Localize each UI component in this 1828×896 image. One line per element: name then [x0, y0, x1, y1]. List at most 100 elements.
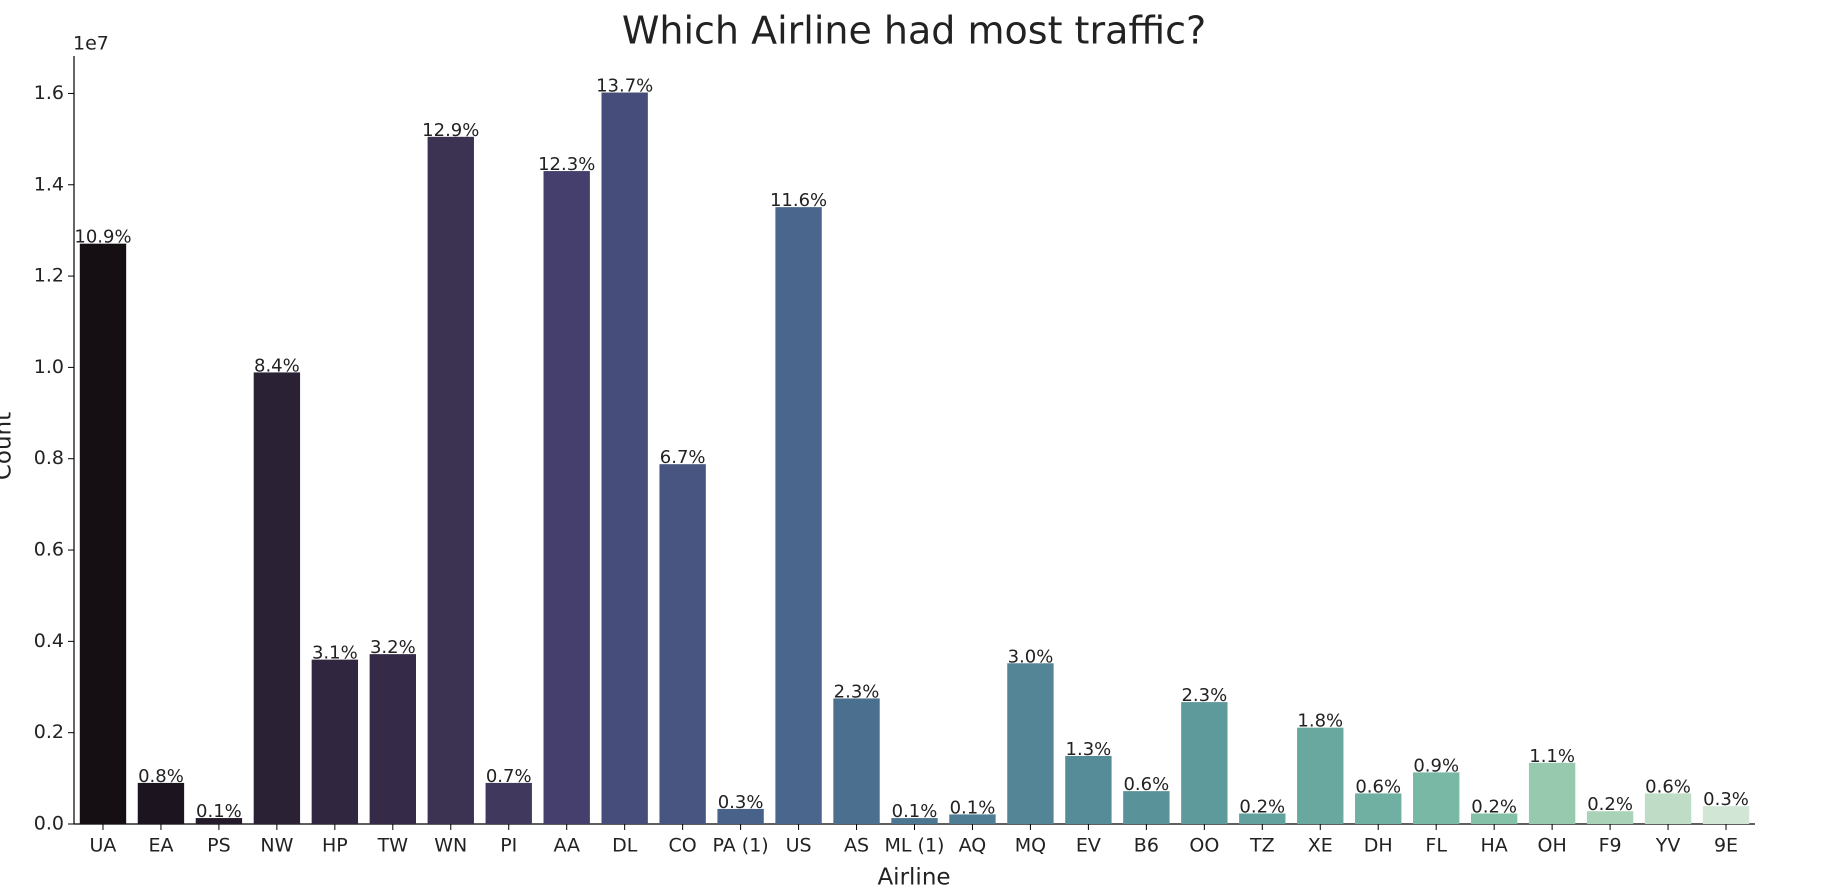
x-tick-label: XE	[1308, 835, 1333, 857]
x-tick-label: HP	[322, 835, 348, 857]
y-offset-label: 1e7	[73, 33, 109, 55]
share-label: 0.2%	[1239, 796, 1285, 817]
share-label: 0.1%	[892, 801, 938, 822]
share-label: 0.7%	[486, 766, 532, 787]
bar	[659, 464, 706, 824]
share-label: 2.3%	[834, 681, 880, 702]
x-tick-label: 9E	[1714, 835, 1738, 857]
share-label: 0.8%	[138, 766, 184, 787]
bar	[79, 243, 127, 825]
bar	[369, 654, 416, 824]
bar	[833, 698, 880, 824]
bar	[1239, 813, 1286, 824]
x-tick-label: HA	[1481, 835, 1508, 857]
share-label: 0.9%	[1413, 755, 1459, 776]
bar	[485, 782, 532, 824]
x-tick-label: ML (1)	[885, 835, 945, 857]
x-tick-label: NW	[260, 835, 293, 857]
x-tick-label: US	[786, 835, 812, 857]
share-label: 1.1%	[1529, 746, 1575, 767]
y-axis-label: Count	[0, 412, 17, 480]
bar	[137, 782, 185, 824]
bar	[1065, 755, 1112, 824]
x-tick-label: MQ	[1015, 835, 1046, 857]
x-tick-label: OO	[1189, 835, 1219, 857]
share-label: 3.1%	[312, 643, 358, 664]
y-tick-label: 0.4	[34, 630, 64, 652]
share-label: 3.0%	[1008, 646, 1054, 667]
share-label: 0.6%	[1355, 776, 1401, 797]
bar	[1181, 702, 1228, 824]
share-label: 11.6%	[770, 190, 827, 211]
x-tick-label: B6	[1134, 835, 1159, 857]
x-tick-label: TW	[377, 835, 409, 857]
y-tick-label: 0.6	[34, 539, 64, 561]
share-label: 1.3%	[1066, 739, 1112, 760]
share-label: 3.2%	[370, 637, 416, 658]
share-label: 0.6%	[1645, 776, 1691, 797]
chart-title: Which Airline had most traffic?	[622, 9, 1206, 53]
x-tick-label: TZ	[1249, 835, 1275, 857]
x-tick-label: AQ	[959, 835, 987, 857]
share-label: 12.9%	[422, 120, 479, 141]
x-axis-label: Airline	[877, 865, 950, 891]
x-tick-label: YV	[1655, 835, 1681, 857]
share-label: 0.1%	[196, 801, 242, 822]
share-label: 10.9%	[74, 227, 131, 248]
bar	[1123, 791, 1170, 824]
y-tick-label: 0.8	[34, 447, 64, 469]
y-tick-label: 0.2	[34, 721, 64, 743]
y-tick-label: 1.2	[34, 265, 64, 287]
bar	[1297, 727, 1344, 824]
x-tick-label: UA	[90, 835, 117, 857]
y-tick-label: 1.0	[34, 356, 64, 378]
y-tick-label: 1.6	[34, 82, 64, 104]
bar	[1586, 811, 1634, 824]
bar	[601, 92, 648, 824]
x-tick-label: DL	[612, 835, 638, 857]
x-tick-label: WN	[434, 835, 467, 857]
x-tick-label: CO	[669, 835, 697, 857]
x-tick-label: FL	[1425, 835, 1447, 857]
share-label: 0.1%	[950, 797, 996, 818]
share-label: 0.2%	[1471, 796, 1517, 817]
x-tick-label: AA	[553, 835, 580, 857]
share-label: 8.4%	[254, 355, 300, 376]
share-label: 0.3%	[1703, 789, 1749, 810]
bar	[1470, 813, 1518, 824]
bar	[717, 808, 764, 824]
x-tick-label: AS	[844, 835, 869, 857]
bar	[1355, 793, 1402, 824]
x-tick-label: EA	[148, 835, 173, 857]
share-label: 0.6%	[1123, 774, 1169, 795]
share-label: 6.7%	[660, 447, 706, 468]
bar	[1702, 806, 1750, 824]
bar	[1644, 793, 1692, 824]
share-label: 2.3%	[1181, 685, 1227, 706]
x-tick-label: EV	[1076, 835, 1101, 857]
bar	[311, 659, 359, 824]
share-label: 0.2%	[1587, 794, 1633, 815]
share-label: 12.3%	[538, 154, 595, 175]
share-label: 0.3%	[718, 792, 764, 813]
y-tick-label: 1.4	[34, 173, 64, 195]
x-tick-label: PS	[207, 835, 231, 857]
x-tick-label: OH	[1537, 835, 1566, 857]
x-tick-label: F9	[1599, 835, 1622, 857]
bar	[1007, 663, 1054, 824]
bar	[1528, 762, 1576, 824]
x-tick-label: PI	[500, 835, 517, 857]
bar	[543, 171, 590, 825]
share-label: 1.8%	[1297, 711, 1343, 732]
x-tick-label: DH	[1364, 835, 1393, 857]
bar	[775, 207, 822, 824]
bar	[427, 136, 474, 825]
share-label: 13.7%	[596, 76, 653, 97]
bar	[195, 818, 243, 824]
y-tick-label: 0.0	[34, 813, 64, 835]
x-tick-label: PA (1)	[713, 835, 769, 857]
bar	[949, 814, 996, 824]
bar	[1413, 772, 1460, 824]
bar	[253, 372, 301, 824]
